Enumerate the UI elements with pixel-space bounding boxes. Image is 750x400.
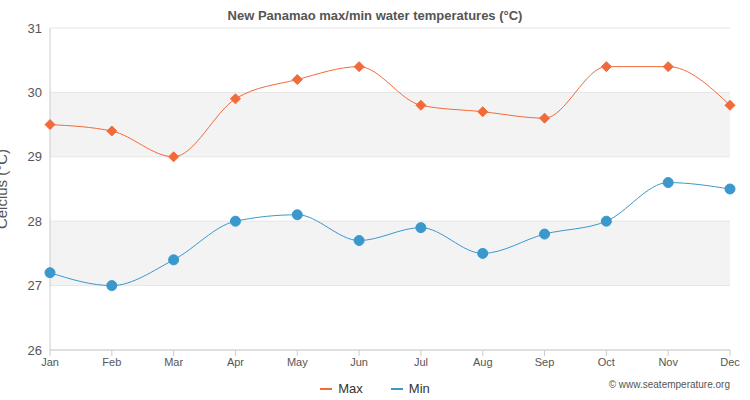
svg-text:Sep: Sep bbox=[535, 356, 555, 368]
svg-text:Aug: Aug bbox=[473, 356, 493, 368]
svg-text:Mar: Mar bbox=[164, 356, 183, 368]
svg-text:Celcius (°C): Celcius (°C) bbox=[8, 149, 10, 229]
svg-text:Apr: Apr bbox=[227, 356, 244, 368]
svg-text:Dec: Dec bbox=[720, 356, 740, 368]
html-text:Min: Min bbox=[408, 381, 430, 396]
svg-text:Jul: Jul bbox=[414, 356, 428, 368]
svg-text:Feb: Feb bbox=[102, 356, 121, 368]
svg-text:May: May bbox=[287, 356, 308, 368]
svg-text:Jan: Jan bbox=[41, 356, 59, 368]
svg-text:29: 29 bbox=[28, 149, 42, 164]
html-text:New Panamao max/min water temp: New Panamao max/min water temperatures (… bbox=[227, 8, 523, 23]
svg-text:Nov: Nov bbox=[658, 356, 678, 368]
svg-text:Oct: Oct bbox=[598, 356, 615, 368]
svg-text:30: 30 bbox=[28, 85, 42, 100]
svg-text:31: 31 bbox=[28, 21, 42, 36]
svg-text:27: 27 bbox=[28, 278, 42, 293]
html-text:Max: Max bbox=[338, 381, 363, 396]
svg-text:26: 26 bbox=[28, 343, 42, 358]
svg-text:Jun: Jun bbox=[350, 356, 368, 368]
html-text:© www.seatemperature.org: © www.seatemperature.org bbox=[608, 379, 730, 390]
svg-text:28: 28 bbox=[28, 214, 42, 229]
